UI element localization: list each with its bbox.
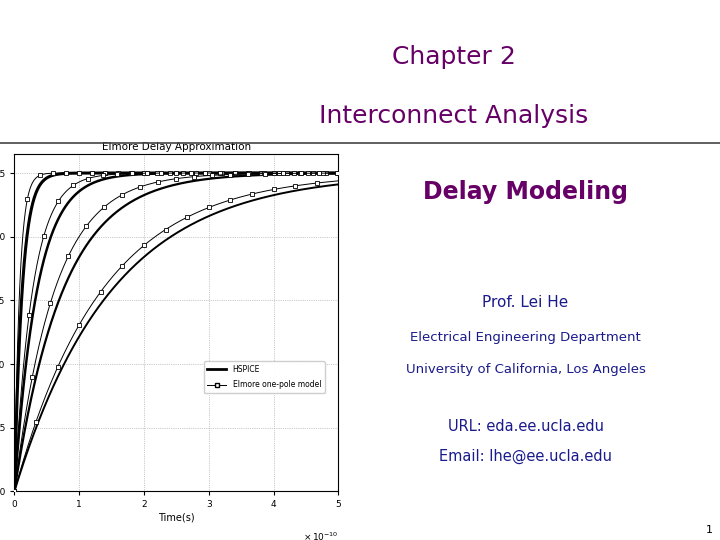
Text: Electrical Engineering Department: Electrical Engineering Department xyxy=(410,331,641,344)
Text: Delay Modeling: Delay Modeling xyxy=(423,180,628,204)
Title: Elmore Delay Approximation: Elmore Delay Approximation xyxy=(102,141,251,152)
Text: 1: 1 xyxy=(706,524,713,535)
Text: $\times\,10^{-10}$: $\times\,10^{-10}$ xyxy=(303,530,338,540)
Legend: HSPICE, Elmore one-pole model: HSPICE, Elmore one-pole model xyxy=(204,361,325,393)
Text: Email: lhe@ee.ucla.edu: Email: lhe@ee.ucla.edu xyxy=(439,449,612,464)
X-axis label: Time(s): Time(s) xyxy=(158,512,194,522)
Text: Interconnect Analysis: Interconnect Analysis xyxy=(319,104,588,128)
Text: Chapter 2: Chapter 2 xyxy=(392,45,516,69)
Text: University of California, Los Angeles: University of California, Los Angeles xyxy=(405,363,646,376)
Text: Prof. Lei He: Prof. Lei He xyxy=(482,295,569,310)
Text: URL: eda.ee.ucla.edu: URL: eda.ee.ucla.edu xyxy=(448,419,603,434)
